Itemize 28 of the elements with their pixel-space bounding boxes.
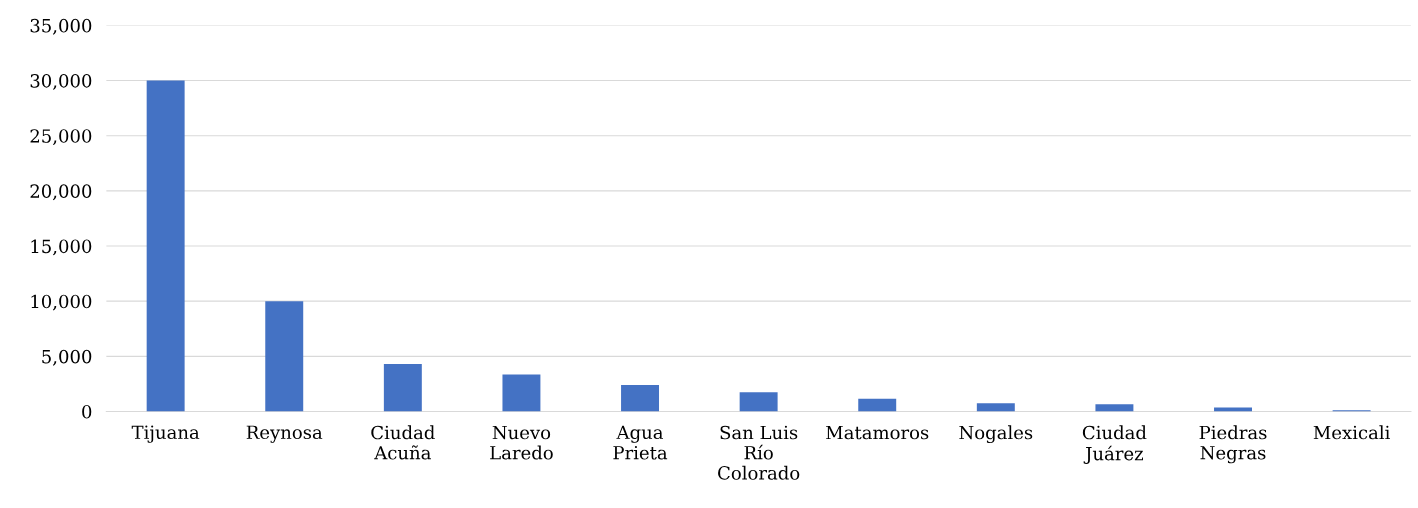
x-tick-label: Tijuana — [131, 425, 200, 443]
x-tick-label: San Luis Río Colorado — [718, 425, 800, 480]
x-tick-label: Reynosa — [246, 425, 323, 443]
x-tick-label: Mexicali — [1313, 425, 1390, 440]
y-tick-label: 20,000 — [30, 184, 92, 201]
y-tick-label: 15,000 — [31, 239, 92, 256]
bar — [739, 392, 778, 412]
y-tick-label: 30,000 — [30, 74, 92, 90]
x-tick-label: Agua Prieta — [613, 425, 668, 460]
bar — [383, 364, 422, 412]
y-tick-label: 5,000 — [42, 349, 92, 366]
bar — [621, 385, 660, 412]
bar — [265, 301, 304, 412]
x-tick-label: Matamoros — [826, 425, 929, 440]
x-tick-label: Nuevo Laredo — [490, 425, 553, 460]
x-tick-label: Ciudad Acuña — [371, 425, 435, 460]
y-tick-label: 35,000 — [30, 18, 92, 35]
bar — [858, 398, 897, 412]
bar — [502, 374, 541, 412]
y-tick-label: 25,000 — [30, 129, 92, 146]
x-tick-label: Ciudad Juárez — [1082, 425, 1147, 464]
y-tick-label: 0 — [82, 404, 92, 419]
bar — [1095, 404, 1134, 412]
bar — [146, 80, 185, 412]
x-tick-label: Piedras Negras — [1199, 425, 1267, 464]
y-tick-label: 10,000 — [31, 294, 92, 311]
bar — [976, 403, 1015, 412]
x-tick-label: Nogales — [959, 425, 1033, 444]
